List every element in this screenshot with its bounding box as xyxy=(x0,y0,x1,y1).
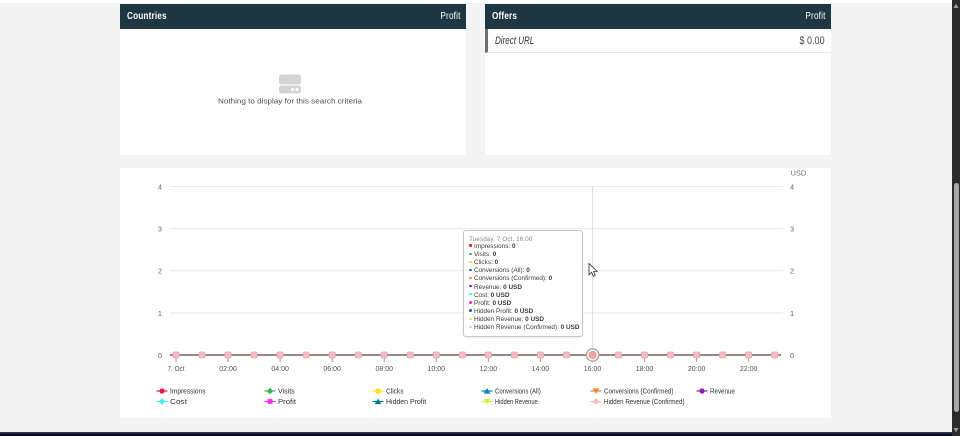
svg-text:1: 1 xyxy=(158,309,162,318)
svg-text:Hidden Revenue (Confirmed): Hidden Revenue (Confirmed) xyxy=(604,397,685,406)
svg-text:2: 2 xyxy=(158,267,162,276)
svg-text:Hidden Revenue: Hidden Revenue xyxy=(495,397,538,406)
svg-text:Clicks: Clicks xyxy=(386,387,404,396)
svg-text:12:00: 12:00 xyxy=(480,364,498,373)
svg-text:Cost: Cost xyxy=(170,397,187,406)
svg-text:7. Oct: 7. Oct xyxy=(168,364,185,373)
svg-text:USD: USD xyxy=(791,168,807,177)
svg-text:22:00: 22:00 xyxy=(740,364,758,373)
svg-text:Visits: Visits xyxy=(278,387,295,396)
svg-text:0: 0 xyxy=(158,351,162,360)
svg-text:4: 4 xyxy=(158,183,162,192)
svg-text:Impressions: Impressions xyxy=(170,387,206,396)
svg-text:Profit: Profit xyxy=(278,397,296,406)
svg-text:02:00: 02:00 xyxy=(219,364,237,373)
svg-text:06:00: 06:00 xyxy=(323,364,341,373)
svg-text:1: 1 xyxy=(790,309,794,318)
svg-text:3: 3 xyxy=(158,225,162,234)
svg-text:20:00: 20:00 xyxy=(688,364,706,373)
svg-text:Hidden Profit: Hidden Profit xyxy=(386,397,426,406)
svg-text:08:00: 08:00 xyxy=(375,364,393,373)
svg-text:Conversions (All): Conversions (All) xyxy=(495,387,541,396)
svg-text:3: 3 xyxy=(790,225,794,234)
svg-text:18:00: 18:00 xyxy=(636,364,654,373)
svg-text:Nothing to display for this se: Nothing to display for this search crite… xyxy=(218,96,363,105)
svg-text:Revenue: Revenue xyxy=(710,387,735,396)
svg-text:16:00: 16:00 xyxy=(584,364,602,373)
svg-text:Conversions (Confirmed): Conversions (Confirmed) xyxy=(604,387,674,396)
svg-text:14:00: 14:00 xyxy=(532,364,550,373)
svg-text:10:00: 10:00 xyxy=(428,364,446,373)
svg-text:0: 0 xyxy=(790,351,794,360)
svg-text:2: 2 xyxy=(790,267,794,276)
svg-text:04:00: 04:00 xyxy=(271,364,289,373)
svg-text:4: 4 xyxy=(790,183,794,192)
